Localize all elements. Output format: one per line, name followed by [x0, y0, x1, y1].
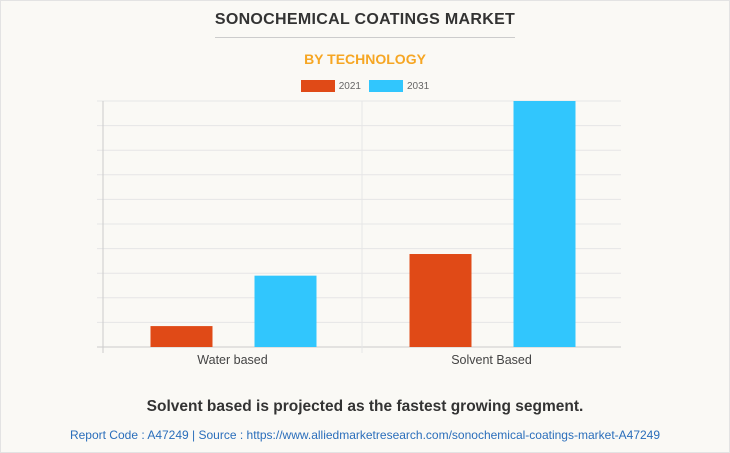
bar-2031-water-based [254, 275, 317, 347]
legend: 2021 2031 [0, 80, 730, 92]
source-link[interactable]: Report Code : A47249 | Source : https://… [69, 428, 661, 442]
bar-2021-water-based [150, 326, 213, 347]
legend-label-2021: 2021 [338, 80, 361, 92]
legend-item-2021[interactable]: 2021 [300, 80, 361, 92]
legend-item-2031[interactable]: 2031 [369, 80, 429, 92]
footer-note: Solvent based is projected as the fastes… [146, 398, 584, 415]
legend-swatch-2031 [369, 80, 403, 92]
legend-label-2031: 2031 [407, 80, 430, 92]
title-divider [215, 37, 515, 38]
bar-2031-solvent-based [513, 101, 576, 347]
x-tick-label: Water based [197, 353, 267, 367]
bar-2021-solvent-based [409, 254, 472, 347]
x-tick-label: Solvent Based [451, 353, 532, 367]
chart-subtitle: BY TECHNOLOGY [304, 51, 426, 67]
legend-swatch-2021 [300, 80, 335, 92]
chart-title: SONOCHEMICAL COATINGS MARKET [214, 11, 516, 28]
